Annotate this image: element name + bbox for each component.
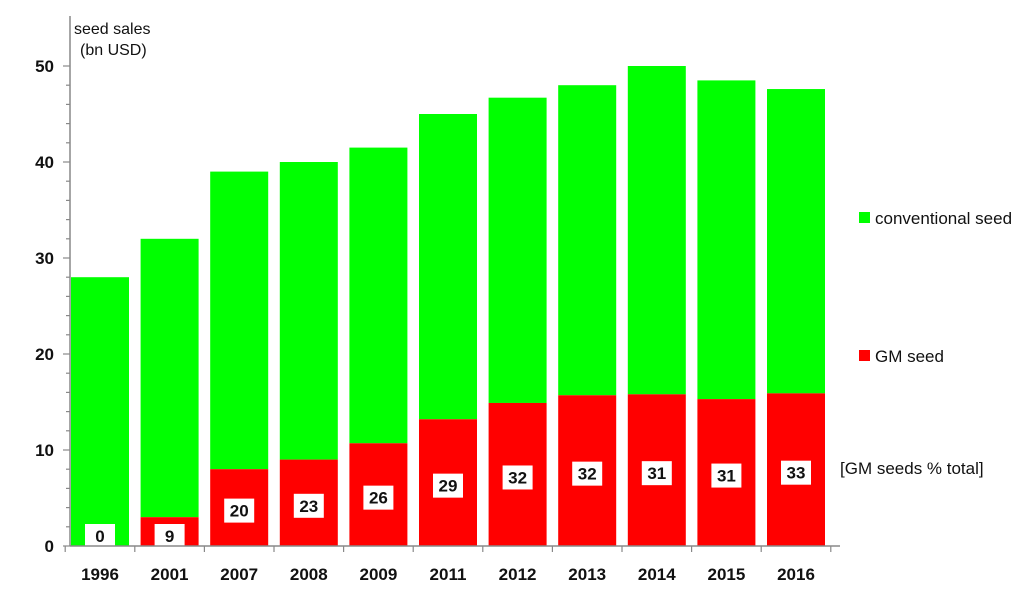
legend-label-conventional: conventional seed <box>875 209 1012 228</box>
bar-conventional-2015 <box>697 80 756 400</box>
bar-conventional-2012 <box>488 97 547 403</box>
x-tick-label-2008: 2008 <box>290 565 328 584</box>
gm-share-box-2015 <box>711 463 742 488</box>
x-tick-label-1996: 1996 <box>81 565 119 584</box>
gm-share-value-2001: 9 <box>165 527 174 546</box>
x-tick-label-2009: 2009 <box>359 565 397 584</box>
gm-share-value-2008: 23 <box>299 497 318 516</box>
legend: conventional seed GM seed <box>859 209 1012 366</box>
gm-share-value-2011: 29 <box>439 477 458 496</box>
y-axis-label-line2: (bn USD) <box>80 42 147 59</box>
axes-group: 1996 2001 2007 2008 2009 2011 2012 2013 2014 2015… <box>35 16 840 584</box>
gm-share-value-2007: 20 <box>230 502 249 521</box>
legend-swatch-conventional <box>859 212 870 223</box>
bar-conventional-1996 <box>71 277 129 546</box>
gm-share-box-2001 <box>154 524 185 548</box>
x-tick-label-2016: 2016 <box>777 565 815 584</box>
y-tick-label-0: 0 <box>45 537 54 556</box>
y-tick-label-40: 40 <box>35 153 54 172</box>
x-tick-label-2011: 2011 <box>430 565 467 584</box>
y-tick-label-50: 50 <box>35 57 54 76</box>
bar-conventional-2008 <box>279 162 338 460</box>
gm-share-label: [GM seeds % total] <box>840 459 984 478</box>
y-tick-label-30: 30 <box>35 249 54 268</box>
x-tick-label-2012: 2012 <box>499 565 537 584</box>
bar-conventional-2009 <box>349 147 408 444</box>
x-tick-label-2013: 2013 <box>568 565 606 584</box>
x-tick-label-2014: 2014 <box>638 565 676 584</box>
y-tick-label-10: 10 <box>35 441 54 460</box>
bar-conventional-2016 <box>767 89 825 394</box>
y-axis-label-line1: seed sales <box>74 21 151 38</box>
gm-share-value-2013: 32 <box>578 465 597 484</box>
gm-share-box-2012 <box>502 465 533 490</box>
gm-share-value-2009: 26 <box>369 489 388 508</box>
gm-share-value-1996: 0 <box>95 527 104 546</box>
gm-share-box-2009 <box>363 485 394 510</box>
gm-share-box-2008 <box>293 493 324 518</box>
gm-share-box-1996 <box>85 524 115 548</box>
bar-conventional-2014 <box>627 66 686 395</box>
gm-share-box-2016 <box>781 460 811 485</box>
bars-group: 0 9 20 23 26 29 32 32 31 31 33 <box>71 66 825 548</box>
gm-share-box-2013 <box>572 461 603 486</box>
x-tick-label-2015: 2015 <box>707 565 745 584</box>
x-tick-label-2007: 2007 <box>220 565 258 584</box>
bar-conventional-2001 <box>140 238 199 518</box>
gm-share-value-2015: 31 <box>717 467 736 486</box>
gm-share-value-2012: 32 <box>508 468 527 487</box>
x-tick-label-2001: 2001 <box>151 565 189 584</box>
bar-conventional-2011 <box>419 114 477 420</box>
gm-share-box-2014 <box>641 461 672 486</box>
gm-share-box-2007 <box>224 498 255 523</box>
gm-share-value-2016: 33 <box>787 464 806 483</box>
gm-share-value-2014: 31 <box>647 464 666 483</box>
bar-conventional-2013 <box>558 85 617 396</box>
y-tick-label-20: 20 <box>35 345 54 364</box>
bar-conventional-2007 <box>210 171 269 470</box>
legend-label-gm: GM seed <box>875 347 944 366</box>
gm-share-box-2011 <box>433 473 463 498</box>
legend-swatch-gm <box>859 350 870 361</box>
